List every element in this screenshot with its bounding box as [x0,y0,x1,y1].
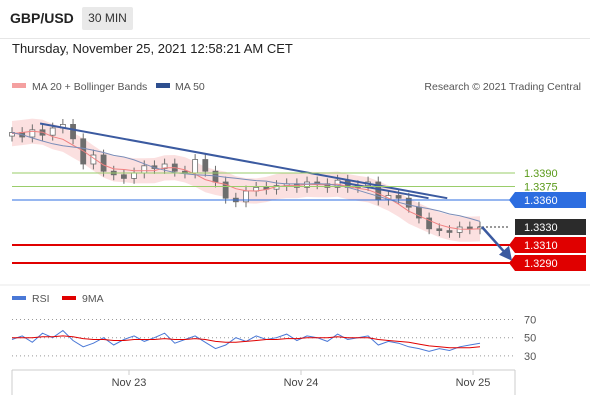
rsi-legend-swatch [12,296,26,300]
x-tick-label: Nov 24 [284,377,319,389]
candle-body [222,181,229,199]
candle-body [466,226,473,230]
candle-body [405,197,412,208]
ma20-legend-label: MA 20 + Bollinger Bands [32,81,147,93]
rsi-tick-30: 30 [524,351,536,363]
level-label-1.3390: 1.3390 [524,168,558,180]
candle-body [141,165,148,174]
candle-body [121,174,127,179]
ma9-legend-label: 9MA [82,293,104,305]
trendline-1 [39,122,448,200]
current-price-tag [515,219,586,235]
candle-body [70,124,76,140]
credit-label: Research © 2021 Trading Central [424,81,581,93]
candle-body [446,230,453,233]
datetime-label: Thursday, November 25, 2021 12:58:21 AM … [12,41,293,56]
ma50-legend-swatch [156,83,170,88]
rsi-legend-label: RSI [32,293,50,305]
rsi-tick-50: 50 [524,333,536,345]
symbol-label: GBP/USD [10,10,74,26]
candle-body [161,163,168,169]
timeframe-button[interactable]: 30 MIN [82,7,133,30]
ma50-line [11,132,481,222]
candle-body [49,127,56,136]
level-label-1.3290: 1.3290 [524,258,558,270]
top-bar: GBP/USD 30 MIN [0,0,590,39]
ma50-legend-label: MA 50 [175,81,205,93]
bollinger-band [12,118,480,242]
x-tick-label: Nov 25 [456,377,491,389]
current-price-label: 1.3330 [524,222,558,234]
ma20-line [11,130,481,230]
level-label-1.3375: 1.3375 [524,182,558,194]
level-tag-notch-1.3290 [509,255,515,271]
forecast-arrow-head [499,245,512,261]
candle-body [202,159,209,172]
level-label-1.3310: 1.3310 [524,240,558,252]
x-axis-labels: Nov 23 Nov 24 Nov 25 [112,370,491,389]
candle-body [100,154,107,172]
main-chart-area [9,118,483,242]
level-tag-1.3310 [515,237,586,253]
ma20-legend-swatch [12,83,26,88]
x-tick-label: Nov 23 [112,377,147,389]
candle-body [131,172,137,179]
candle-body [395,195,402,199]
level-tag-1.3360 [515,192,586,208]
level-tag-notch-1.3360 [509,192,515,208]
rsi-tick-70: 70 [524,315,536,327]
rsi-panel: 70 50 30 [11,315,536,363]
trendline-2 [339,181,429,200]
candle-body [29,129,36,138]
level-tag-notch-1.3310 [509,237,515,253]
candle-body [436,228,443,232]
candle-body [9,132,15,137]
level-label-1.3360: 1.3360 [524,195,558,207]
candle-body [426,217,433,230]
level-tag-1.3290 [515,255,586,271]
ma9-legend-swatch [62,296,76,300]
candle-body [456,226,463,233]
rsi-ma9-line [12,335,481,349]
forecast-arrow-shaft [481,226,506,254]
candle-body [192,159,199,174]
